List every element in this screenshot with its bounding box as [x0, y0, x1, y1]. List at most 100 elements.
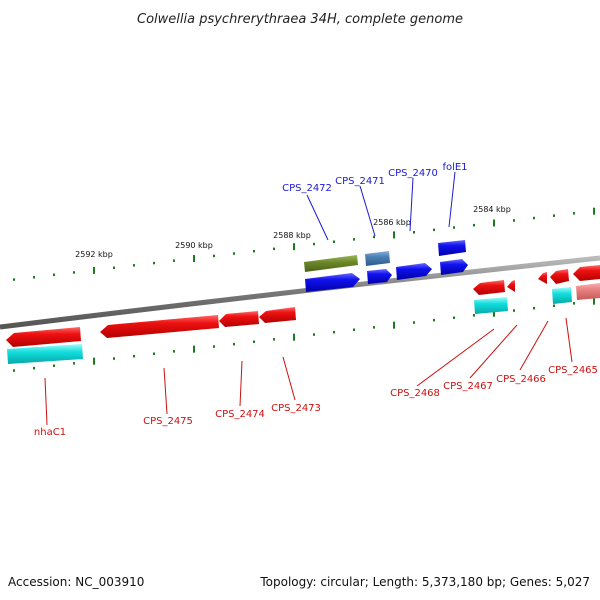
scale-bottom-tick	[373, 326, 375, 329]
scale-top-tick	[293, 243, 295, 251]
gene-CPS_2471-blue[interactable]	[367, 269, 392, 284]
scale-bottom-tick	[333, 330, 335, 334]
scale-bottom-tick	[473, 314, 475, 317]
scale-bottom-tick	[53, 364, 55, 367]
scale-bottom-tick	[253, 340, 255, 343]
scale-bottom-tick	[73, 362, 75, 365]
scale-top-tick	[333, 240, 335, 243]
scale-top-tick	[453, 226, 455, 229]
scale-bottom-tick	[493, 309, 495, 317]
scale-bottom-tick	[93, 357, 95, 365]
map-title: Colwellia psychrerythraea 34H, complete …	[137, 12, 463, 27]
scale-bottom-tick	[593, 297, 595, 305]
gene-CPS_2468-red[interactable]	[473, 280, 505, 295]
scale-top-tick	[93, 266, 95, 274]
label-CPS_2472[interactable]: CPS_2472	[282, 183, 332, 194]
scale-bottom-tick	[233, 342, 235, 346]
scale-bottom-tick	[313, 333, 315, 336]
kbp-label-2590: 2590 kbp	[175, 241, 213, 250]
gene-CPS_2465-red[interactable]	[573, 265, 600, 281]
label-CPS_2466[interactable]: CPS_2466	[496, 374, 546, 385]
scale-top-tick	[433, 228, 435, 232]
scale-bottom-tick	[413, 321, 415, 324]
label-CPS_2473[interactable]: CPS_2473	[271, 403, 321, 414]
scale-top-tick	[273, 247, 275, 251]
kbp-label-2586: 2586 kbp	[373, 218, 411, 227]
scale-top-tick	[353, 238, 355, 241]
scale-bottom-tick	[33, 366, 35, 370]
scale-top-tick	[113, 266, 115, 269]
leader-lines-bottom	[44, 317, 573, 426]
gene-CPS_2465-pink[interactable]	[576, 283, 600, 300]
genome-backbone	[0, 255, 600, 330]
scale-top-tick	[473, 223, 475, 227]
scale-top-tick	[233, 252, 235, 255]
gene-nhaC1-cyan[interactable]	[7, 344, 83, 364]
label-CPS_2474[interactable]: CPS_2474	[215, 409, 265, 420]
scale-top-tick	[173, 259, 175, 262]
scale-top-tick	[573, 212, 575, 215]
gene-CPS_2466-red-b[interactable]	[550, 269, 569, 284]
scale-top-tick	[13, 278, 15, 281]
gene-CPS_2471-steel[interactable]	[365, 251, 390, 266]
gene-CPS_2473[interactable]	[259, 307, 296, 323]
gene-folE1-top[interactable]	[438, 240, 466, 256]
label-CPS_2467[interactable]: CPS_2467	[443, 381, 493, 392]
scale-top-tick	[73, 271, 75, 274]
scale-bottom-tick	[433, 318, 435, 322]
scale-top-tick	[513, 219, 515, 222]
scale-bottom-tick	[293, 333, 295, 341]
gene-CPS_2468-cyan[interactable]	[474, 297, 508, 314]
scale-bottom-tick	[553, 304, 555, 307]
scale-top-tick	[553, 214, 555, 217]
scale-bottom-tick	[573, 302, 575, 305]
gene-folE1-bottom[interactable]	[440, 259, 468, 275]
scale-bottom-tick	[173, 350, 175, 353]
scale-bottom-tick	[393, 321, 395, 329]
scale-top-tick	[493, 219, 495, 227]
gene-CPS_2470-blue[interactable]	[396, 263, 432, 280]
scale-bottom-tick	[273, 338, 275, 341]
gene-CPS_2472-olive[interactable]	[304, 255, 358, 272]
scale-top-tick	[253, 249, 255, 253]
scale-bottom-tick	[353, 328, 355, 331]
scale-track-bottom	[13, 297, 595, 372]
accession-text: Accession: NC_003910	[8, 575, 144, 589]
label-CPS_2475[interactable]: CPS_2475	[143, 416, 193, 427]
leader-lines-top	[306, 171, 456, 241]
scale-track-top	[13, 207, 595, 281]
scale-top-tick	[393, 231, 395, 239]
scale-top-tick	[533, 216, 535, 220]
scale-top-tick	[413, 231, 415, 234]
gene-nhaC1-red[interactable]	[6, 327, 81, 347]
gene-CPS_2475[interactable]	[100, 315, 219, 338]
label-CPS_2468[interactable]: CPS_2468	[390, 388, 440, 399]
scale-top-tick	[133, 264, 135, 267]
scale-bottom-tick	[113, 357, 115, 360]
gene-CPS_2467-red[interactable]	[507, 280, 515, 292]
scale-bottom-tick	[453, 316, 455, 319]
label-CPS_2465[interactable]: CPS_2465	[548, 365, 598, 376]
scale-top-tick	[33, 276, 35, 279]
gene-CPS_2466-cyan[interactable]	[552, 287, 572, 304]
gene-CPS_2474[interactable]	[219, 311, 259, 327]
kbp-label-2588: 2588 kbp	[273, 231, 311, 240]
scale-bottom-tick	[533, 306, 535, 310]
label-folE1[interactable]: folE1	[442, 162, 467, 173]
scale-bottom-tick	[13, 369, 15, 372]
scale-top-tick	[373, 235, 375, 239]
gene-CPS_2466-red-a[interactable]	[538, 272, 547, 284]
scale-top-tick	[53, 273, 55, 277]
scale-bottom-tick	[133, 354, 135, 358]
label-nhaC1[interactable]: nhaC1	[34, 427, 66, 438]
gene-CPS_2472-blue[interactable]	[305, 273, 360, 292]
scale-top-tick	[193, 255, 195, 262]
scale-top-tick	[213, 254, 215, 258]
scale-top-tick	[313, 242, 315, 246]
label-CPS_2470[interactable]: CPS_2470	[388, 168, 438, 179]
kbp-label-2592: 2592 kbp	[75, 250, 113, 259]
label-CPS_2471[interactable]: CPS_2471	[335, 176, 385, 187]
scale-bottom-tick	[193, 345, 195, 353]
scale-bottom-tick	[153, 352, 155, 355]
